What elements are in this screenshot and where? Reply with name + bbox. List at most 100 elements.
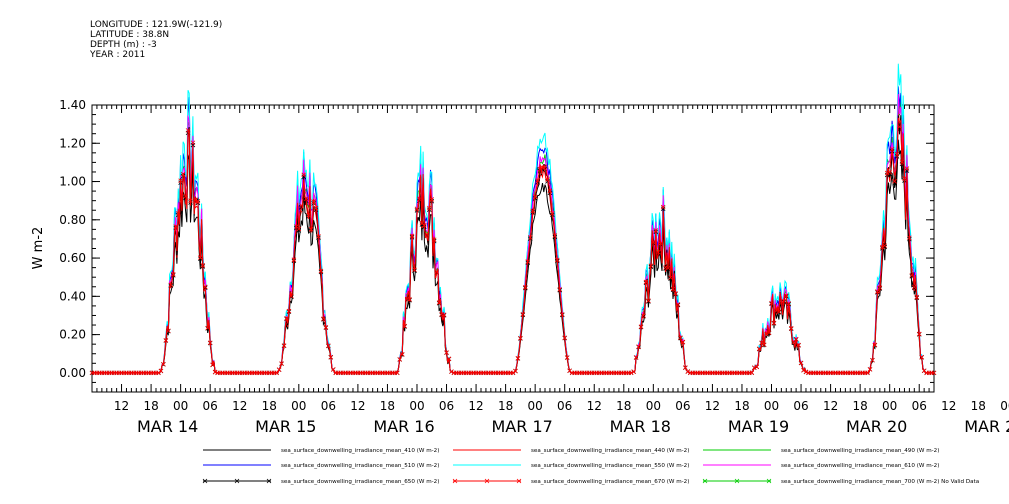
series-marker: [766, 330, 772, 335]
series-marker: [771, 320, 777, 326]
x-tick-label: 18: [734, 399, 749, 413]
series-marker: [313, 205, 319, 211]
series-marker: [683, 365, 688, 370]
legend-marker: [702, 478, 708, 484]
y-tick-label: 1.40: [59, 98, 86, 112]
series-line: [92, 96, 934, 374]
series-marker: [308, 226, 314, 232]
series-marker: [414, 206, 420, 212]
series-marker: [665, 265, 671, 271]
series-marker: [207, 340, 213, 346]
series-marker: [904, 166, 910, 171]
series-marker: [323, 325, 329, 330]
series-marker: [436, 300, 442, 305]
series-marker: [776, 310, 782, 315]
x-tick-label: 12: [823, 399, 838, 413]
series-marker: [170, 272, 176, 277]
series-marker: [180, 171, 186, 177]
series-marker: [665, 266, 671, 272]
series-marker: [931, 370, 937, 376]
x-tick-label: 12: [587, 399, 602, 413]
x-tick-label: 12: [232, 399, 247, 413]
x-tick-label: 18: [380, 399, 395, 413]
day-label: MAR 20: [846, 417, 907, 436]
series-marker: [198, 255, 203, 260]
series-marker: [296, 226, 302, 232]
series-marker: [865, 370, 870, 376]
series-marker: [407, 297, 412, 302]
series-marker: [168, 282, 174, 288]
series-marker: [894, 151, 900, 157]
x-tick-label: 06: [203, 399, 218, 413]
series-marker: [274, 370, 279, 376]
y-axis-label: W m-2: [31, 227, 46, 270]
series-marker: [178, 178, 183, 183]
series-marker: [887, 169, 892, 175]
series-marker: [301, 172, 307, 178]
series-marker: [655, 249, 661, 255]
series-marker: [564, 355, 570, 360]
series-marker: [761, 342, 767, 347]
series-line: [92, 115, 934, 374]
series-marker: [530, 208, 535, 214]
legend-marker: [484, 478, 490, 484]
series-marker: [303, 196, 309, 202]
series-marker: [764, 331, 769, 337]
series-marker: [525, 259, 531, 264]
series-marker: [429, 197, 435, 202]
series-marker: [651, 239, 656, 245]
legend-marker: [734, 478, 740, 484]
series-marker: [648, 263, 654, 269]
x-tick-label: 12: [350, 399, 365, 413]
latitude-text: LATITUDE : 38.8N: [90, 30, 170, 40]
series-marker: [399, 352, 405, 357]
x-tick-label: 06: [675, 399, 690, 413]
series-marker: [754, 364, 760, 370]
y-tick-label: 0.00: [59, 366, 86, 380]
series-marker: [279, 361, 284, 366]
series-marker: [284, 316, 289, 321]
series-marker: [912, 285, 917, 291]
series-marker: [161, 361, 166, 367]
day-label: MAR 19: [728, 417, 789, 436]
series-marker: [907, 235, 912, 241]
y-tick-label: 1.00: [59, 175, 86, 189]
x-tick-label: 00: [409, 399, 424, 413]
series-marker: [668, 276, 673, 281]
legend-label: sea_surface_downwelling_irradiance_mean_…: [781, 479, 979, 485]
series-marker: [321, 316, 326, 322]
legend-marker: [202, 478, 208, 484]
series-marker: [658, 241, 664, 246]
series-marker: [537, 166, 543, 172]
legend-marker: [266, 478, 272, 484]
series-marker: [559, 312, 565, 317]
legend-marker: [452, 478, 458, 484]
series-marker: [670, 286, 676, 292]
longitude-text: LONGITUDE : 121.9W(-121.9): [90, 20, 223, 30]
series-marker: [550, 210, 555, 216]
series-marker: [330, 367, 336, 372]
series-marker: [535, 178, 540, 183]
series-marker: [774, 308, 779, 314]
series-marker: [527, 235, 533, 240]
legend-label: sea_surface_downwelling_irradiance_mean_…: [281, 463, 439, 469]
series-layer: [89, 63, 937, 376]
series-marker: [798, 360, 804, 366]
series-marker: [202, 284, 208, 290]
x-tick-label: 06: [439, 399, 454, 413]
series-marker: [513, 368, 518, 374]
series-marker: [889, 146, 895, 152]
series-marker: [628, 370, 634, 376]
series-marker: [276, 367, 282, 372]
series-marker: [510, 370, 516, 376]
legend: sea_surface_downwelling_irradiance_mean_…: [202, 448, 979, 485]
x-tick-label: 18: [852, 399, 867, 413]
x-tick-label: 06: [557, 399, 572, 413]
series-marker: [899, 159, 905, 165]
series-marker: [673, 291, 678, 296]
series-marker: [205, 325, 210, 331]
series-marker: [887, 171, 892, 177]
series-marker: [678, 335, 683, 340]
series-marker: [444, 350, 449, 355]
